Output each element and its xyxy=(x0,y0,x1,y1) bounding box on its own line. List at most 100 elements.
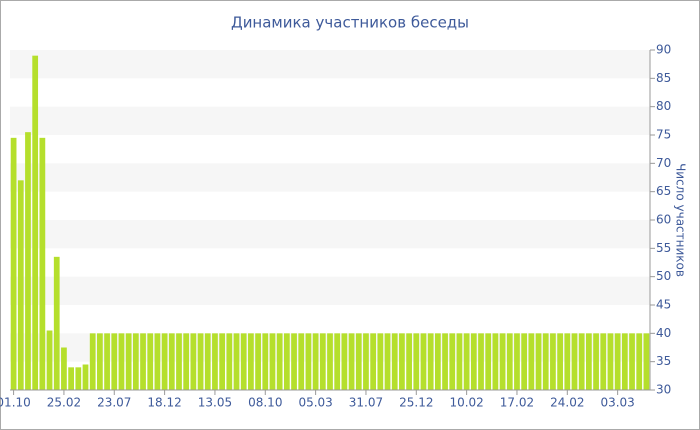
bar xyxy=(89,333,96,390)
bar xyxy=(456,333,463,390)
bar xyxy=(607,333,614,390)
bar xyxy=(578,333,585,390)
x-tick-label: 13.05 xyxy=(198,396,232,410)
y-tick-label: 35 xyxy=(656,354,671,368)
bar xyxy=(176,333,182,390)
bar xyxy=(528,333,535,390)
bar xyxy=(614,333,621,390)
bar xyxy=(25,132,31,390)
bar xyxy=(542,333,549,390)
bar xyxy=(535,333,542,390)
bar xyxy=(298,333,305,390)
bar xyxy=(550,333,556,390)
bar xyxy=(140,333,146,390)
bar xyxy=(348,333,355,390)
bar xyxy=(233,333,240,390)
bar xyxy=(442,333,448,390)
bar xyxy=(46,330,53,390)
bar xyxy=(204,333,211,390)
bar xyxy=(557,333,563,390)
bar xyxy=(521,333,528,390)
y-tick-label: 30 xyxy=(656,383,671,397)
bar xyxy=(190,333,197,390)
bar xyxy=(399,333,405,390)
x-tick-label: 23.07 xyxy=(97,396,131,410)
bar xyxy=(61,347,67,390)
x-tick-label: 05.03 xyxy=(298,396,332,410)
bar xyxy=(621,333,628,390)
bar xyxy=(319,333,326,390)
bar xyxy=(600,333,607,390)
bar xyxy=(53,256,60,390)
bar xyxy=(197,333,204,390)
bar xyxy=(283,333,290,390)
bar xyxy=(39,137,46,390)
bar xyxy=(355,333,362,390)
x-tick-label: 10.02 xyxy=(449,396,483,410)
bar xyxy=(406,333,412,390)
y-tick-label: 40 xyxy=(656,326,671,340)
bar xyxy=(118,333,125,390)
bar xyxy=(32,55,39,391)
bar xyxy=(111,333,118,390)
bar xyxy=(391,333,398,390)
bar xyxy=(586,333,592,390)
y-tick-label: 60 xyxy=(656,213,671,227)
x-tick-label: 01.10 xyxy=(0,396,31,410)
bar xyxy=(255,333,261,390)
bar xyxy=(514,333,520,390)
bar xyxy=(470,333,477,390)
bar xyxy=(363,333,369,390)
x-tick-label: 17.02 xyxy=(500,396,534,410)
y-tick-label: 70 xyxy=(656,156,671,170)
bar xyxy=(226,333,233,390)
bar xyxy=(420,333,427,390)
bar xyxy=(643,333,650,390)
bar xyxy=(132,333,139,390)
bar xyxy=(485,333,492,390)
bar xyxy=(506,333,513,390)
x-tick-label: 03.03 xyxy=(600,396,634,410)
y-tick-label: 50 xyxy=(656,269,671,283)
bar xyxy=(636,333,643,390)
x-tick-label: 08.10 xyxy=(248,396,282,410)
bar xyxy=(571,333,578,390)
bar xyxy=(248,333,254,390)
bar xyxy=(161,333,168,390)
bar xyxy=(370,333,377,390)
bar xyxy=(305,333,312,390)
bar xyxy=(327,333,333,390)
bar xyxy=(168,333,175,390)
y-tick-label: 45 xyxy=(656,298,671,312)
bar xyxy=(276,333,283,390)
bar xyxy=(97,333,103,390)
bar xyxy=(212,333,218,390)
bar xyxy=(269,333,276,390)
bar xyxy=(564,333,571,390)
grid-band xyxy=(10,163,650,192)
bar xyxy=(463,333,470,390)
y-tick-label: 75 xyxy=(656,128,671,142)
bar xyxy=(377,333,384,390)
bar xyxy=(125,333,132,390)
bar xyxy=(183,333,190,390)
bar xyxy=(334,333,341,390)
y-tick-label: 90 xyxy=(656,43,671,57)
bar xyxy=(291,333,297,390)
bar xyxy=(384,333,391,390)
grid-band xyxy=(10,220,650,249)
y-tick-label: 65 xyxy=(656,184,671,198)
bar xyxy=(154,333,161,390)
y-tick-label: 85 xyxy=(656,71,671,85)
bar xyxy=(478,333,484,390)
chart-title: Динамика участников беседы xyxy=(231,14,469,32)
y-tick-label: 55 xyxy=(656,241,671,255)
x-tick-label: 25.12 xyxy=(399,396,433,410)
bar xyxy=(262,333,269,390)
bar xyxy=(492,333,499,390)
bar xyxy=(499,333,506,390)
bar xyxy=(17,180,24,390)
x-tick-label: 25.02 xyxy=(47,396,81,410)
bar xyxy=(413,333,420,390)
bar xyxy=(82,364,89,390)
